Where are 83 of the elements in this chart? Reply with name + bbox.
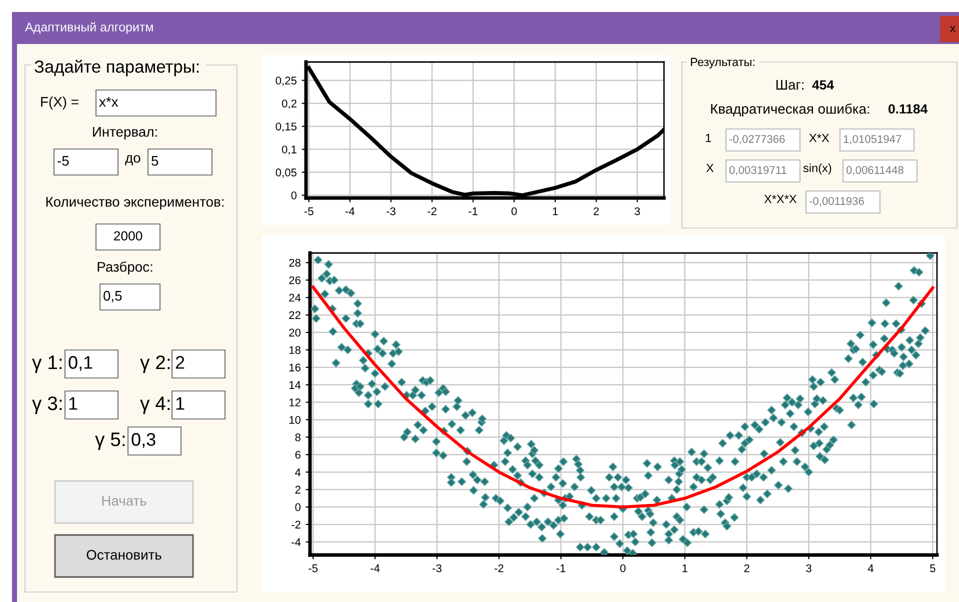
text: -0,0277366 (729, 135, 785, 144)
x-tick-label: -3 (432, 564, 442, 572)
y-tick-label: 0,05 (276, 168, 297, 178)
x-tick-label: 3 (806, 564, 812, 572)
y-tick-label: 16 (289, 364, 300, 372)
y-tick-label: 0,25 (276, 76, 297, 86)
text: γ 3: (32, 396, 62, 414)
text: 0,3 (132, 433, 156, 448)
text: -5 (58, 156, 69, 166)
text: 1,01051947 (844, 135, 902, 144)
x-tick-label: -3 (386, 207, 396, 216)
y-tick-label: 0,2 (282, 100, 296, 109)
y-tick-label: 6 (295, 450, 300, 459)
text: x (950, 26, 956, 32)
x-tick-label: -2 (428, 207, 436, 216)
y-tick-label: 0 (291, 192, 297, 200)
x-tick-label: 2 (744, 564, 750, 572)
y-tick-label: 0 (295, 503, 301, 512)
y-tick-label: 28 (289, 258, 300, 267)
text: Остановить (86, 550, 162, 560)
text: 0,00319711 (729, 166, 786, 176)
y-tick-label: 22 (289, 311, 300, 319)
y-tick-label: 14 (289, 381, 301, 389)
text: Задайте параметры: (34, 60, 199, 76)
text: γ 4: (140, 396, 170, 414)
y-tick-label: 10 (289, 416, 301, 424)
y-tick-label: -4 (292, 538, 301, 546)
x-tick-label: 0 (511, 207, 517, 216)
y-tick-label: 26 (289, 276, 300, 284)
x-tick-label: 4 (868, 564, 874, 572)
x-tick-label: -2 (494, 564, 504, 572)
x-tick-label: -5 (304, 207, 314, 216)
text: 2 (176, 356, 184, 369)
x-tick-label: -4 (370, 564, 380, 572)
y-tick-label: 0,15 (276, 122, 297, 132)
y-tick-label: 24 (289, 294, 301, 302)
text: 1 (176, 397, 184, 410)
text: Количество экспериментов: (46, 197, 224, 210)
text: до (125, 155, 140, 166)
y-tick-label: 4 (295, 468, 301, 476)
text: 5 (152, 156, 158, 166)
text: 1 (706, 134, 711, 142)
text: F(X) = (41, 96, 78, 110)
text: 0,5 (104, 290, 122, 302)
text: 1 (69, 397, 78, 410)
y-tick-label: 20 (289, 328, 301, 337)
x-tick-label: 0 (620, 564, 626, 572)
text: γ 5: (95, 432, 125, 450)
text: 2000 (114, 231, 142, 241)
y-tick-label: 18 (289, 346, 300, 354)
text: 0,00611448 (846, 166, 904, 176)
x-tick-label: 5 (930, 564, 936, 572)
x-tick-label: 1 (682, 564, 688, 572)
text: Начать (102, 496, 146, 506)
x-tick-label: -4 (345, 207, 355, 216)
text: Разброс: (98, 261, 152, 275)
y-tick-label: -2 (292, 520, 300, 528)
text: Шаг: (776, 80, 804, 90)
x-tick-label: -1 (556, 564, 566, 572)
y-tick-label: 12 (289, 398, 300, 406)
x-tick-label: 3 (634, 207, 640, 216)
text: Интервал: (93, 127, 157, 140)
x-tick-label: -5 (308, 564, 318, 572)
text: γ 2: (140, 355, 170, 374)
text: X*X*X (764, 194, 797, 204)
text: γ 1: (32, 356, 62, 374)
text: Результаты: (690, 58, 754, 69)
x-tick-label: -1 (468, 207, 478, 216)
y-tick-label: 0,1 (282, 146, 296, 155)
y-tick-label: 2 (295, 486, 300, 494)
text: -0,0011936 (809, 197, 864, 206)
text: 454 (812, 80, 834, 90)
text: 0.1184 (888, 104, 928, 114)
text: X (706, 164, 714, 172)
x-tick-label: 2 (594, 207, 599, 216)
y-tick-label: 8 (295, 433, 300, 442)
text: Квадратическая ошибка: (711, 103, 870, 117)
text: X*X (809, 134, 830, 142)
text: Адаптивный алгоритм (25, 22, 153, 34)
x-tick-label: 1 (552, 207, 558, 216)
text: 0,1 (68, 356, 92, 371)
text: sin(x) (803, 163, 832, 174)
text: x*x (99, 97, 118, 107)
